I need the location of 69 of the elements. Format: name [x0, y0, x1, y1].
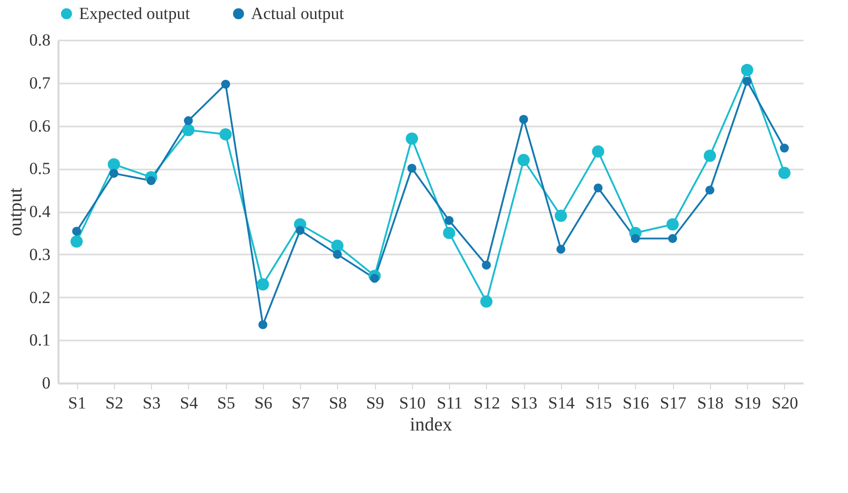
point [780, 144, 789, 153]
point [742, 76, 752, 86]
point [296, 226, 305, 235]
x-tick-label: S18 [697, 394, 724, 412]
y-tick-label: 0.5 [29, 159, 50, 178]
x-axis-title: index [410, 414, 453, 436]
point [256, 278, 269, 290]
legend-label: Actual output [251, 4, 344, 23]
x-tick-label: S9 [366, 394, 384, 412]
x-tick-label: S13 [510, 394, 538, 412]
point [630, 234, 640, 243]
x-tick-label: S16 [622, 394, 650, 412]
point [554, 210, 567, 222]
point [480, 295, 492, 308]
point [668, 234, 678, 243]
y-tick-label: 0.8 [29, 30, 50, 50]
x-tick-label: S17 [660, 394, 687, 412]
point [407, 164, 416, 173]
point [519, 114, 528, 124]
y-tick-label: 0 [42, 374, 50, 392]
x-tick-label: S20 [772, 394, 798, 412]
point [592, 145, 604, 158]
point [594, 183, 603, 192]
point [556, 244, 566, 254]
point [221, 80, 230, 89]
x-tick-label: S7 [292, 394, 310, 412]
y-axis-title: output [5, 187, 26, 236]
x-tick-label: S5 [217, 394, 236, 412]
point [444, 216, 454, 225]
point [370, 274, 380, 283]
point [146, 176, 156, 186]
y-tick-label: 0.6 [29, 116, 50, 136]
point [331, 240, 344, 252]
point [406, 132, 418, 145]
point [666, 218, 679, 230]
x-tick-label: S3 [142, 394, 161, 412]
x-tick-label: S15 [585, 394, 612, 412]
point [518, 154, 530, 166]
legend-label: Expected output [79, 4, 190, 23]
x-tick-label: S19 [734, 394, 761, 412]
point [220, 128, 232, 140]
point [778, 166, 790, 180]
x-tick-label: S12 [474, 394, 500, 412]
point [184, 116, 193, 126]
point [72, 226, 82, 236]
point [741, 64, 754, 76]
x-tick-label: S1 [68, 394, 86, 412]
point [182, 124, 194, 136]
point [70, 235, 83, 248]
point [258, 320, 268, 330]
point [482, 260, 491, 270]
y-tick-label: 0.3 [29, 244, 50, 264]
x-tick-label: S10 [399, 394, 426, 412]
y-tick-label: 0.4 [29, 202, 51, 221]
x-tick-label: S2 [105, 394, 124, 412]
y-tick-label: 0.1 [29, 330, 50, 350]
y-tick-label: 0.2 [29, 288, 50, 307]
x-tick-label: S4 [180, 394, 198, 412]
point [109, 168, 118, 178]
y-tick-label: 0.7 [29, 73, 51, 92]
x-tick-label: S6 [254, 394, 272, 412]
point [705, 186, 714, 195]
x-tick-label: S8 [328, 394, 347, 412]
point [332, 250, 342, 259]
x-tick-label: S14 [548, 394, 576, 412]
point [443, 226, 456, 240]
point [704, 150, 716, 162]
x-tick-label: S11 [436, 394, 463, 412]
point [108, 158, 120, 170]
